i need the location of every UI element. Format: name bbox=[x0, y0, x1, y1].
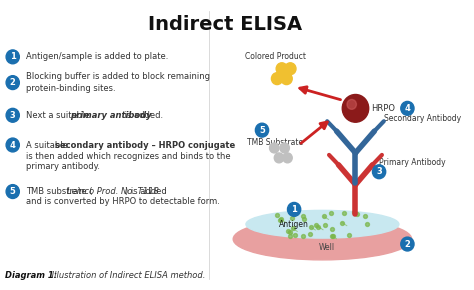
Circle shape bbox=[6, 185, 19, 198]
Point bbox=[286, 230, 294, 235]
Text: primary antibody: primary antibody bbox=[70, 111, 152, 120]
Text: 3: 3 bbox=[376, 167, 382, 176]
Circle shape bbox=[373, 165, 386, 179]
Text: is added.: is added. bbox=[122, 111, 164, 120]
Point bbox=[299, 214, 307, 218]
Circle shape bbox=[270, 143, 279, 153]
Text: 2: 2 bbox=[10, 78, 16, 87]
Text: HRPO: HRPO bbox=[372, 104, 395, 113]
Point bbox=[328, 227, 336, 231]
Text: Indirect ELISA: Indirect ELISA bbox=[148, 15, 302, 34]
Text: 2: 2 bbox=[404, 240, 410, 249]
Point bbox=[292, 233, 299, 237]
Text: 5: 5 bbox=[259, 126, 265, 135]
Text: TMB substrate (: TMB substrate ( bbox=[26, 187, 92, 196]
Circle shape bbox=[280, 143, 290, 153]
Text: primary antibody.: primary antibody. bbox=[26, 162, 100, 171]
Text: 1: 1 bbox=[10, 52, 16, 61]
Circle shape bbox=[6, 50, 19, 64]
Point bbox=[329, 234, 337, 239]
Ellipse shape bbox=[233, 218, 411, 260]
Text: Next a suitable: Next a suitable bbox=[26, 111, 92, 120]
Text: Antigen: Antigen bbox=[279, 220, 309, 229]
Point bbox=[273, 212, 281, 217]
Text: Illustration of Indirect ELISA method.: Illustration of Indirect ELISA method. bbox=[49, 271, 205, 280]
Text: Well: Well bbox=[319, 242, 335, 251]
Point bbox=[286, 234, 294, 239]
Point bbox=[363, 222, 371, 226]
Circle shape bbox=[285, 63, 296, 75]
Point bbox=[299, 233, 307, 238]
Text: 4: 4 bbox=[404, 104, 410, 113]
Point bbox=[289, 216, 296, 220]
Point bbox=[340, 211, 348, 215]
Text: ) is added: ) is added bbox=[125, 187, 167, 196]
Text: is then added which recognizes and binds to the: is then added which recognizes and binds… bbox=[26, 152, 230, 162]
Circle shape bbox=[401, 102, 414, 115]
Ellipse shape bbox=[246, 210, 399, 238]
Circle shape bbox=[6, 138, 19, 152]
Point bbox=[284, 229, 292, 234]
Text: 5: 5 bbox=[10, 187, 16, 196]
Point bbox=[328, 210, 335, 215]
Circle shape bbox=[274, 153, 284, 163]
Text: 1: 1 bbox=[291, 205, 297, 214]
Text: Antigen/sample is added to plate.: Antigen/sample is added to plate. bbox=[26, 52, 168, 61]
Point bbox=[361, 213, 369, 218]
Circle shape bbox=[401, 237, 414, 251]
Circle shape bbox=[6, 76, 19, 90]
Text: 3: 3 bbox=[10, 111, 16, 120]
Text: secondary antibody – HRPO conjugate: secondary antibody – HRPO conjugate bbox=[55, 140, 236, 150]
Point bbox=[289, 226, 296, 231]
Text: Primary Antibody: Primary Antibody bbox=[379, 158, 446, 167]
Point bbox=[350, 210, 357, 215]
Point bbox=[346, 233, 353, 238]
Point bbox=[290, 211, 298, 216]
Text: 4: 4 bbox=[10, 140, 16, 150]
Text: Blocking buffer is added to block remaining
protein-binding sites.: Blocking buffer is added to block remain… bbox=[26, 72, 210, 93]
Circle shape bbox=[342, 95, 369, 122]
Point bbox=[276, 218, 283, 222]
Point bbox=[277, 217, 284, 222]
Point bbox=[321, 222, 328, 227]
Text: Colored Product: Colored Product bbox=[245, 52, 306, 61]
Text: Diagram 1:: Diagram 1: bbox=[5, 271, 57, 280]
Point bbox=[312, 223, 320, 228]
Point bbox=[328, 233, 336, 238]
Text: and is converted by HRPO to detectable form.: and is converted by HRPO to detectable f… bbox=[26, 197, 220, 206]
Circle shape bbox=[255, 123, 269, 137]
Circle shape bbox=[276, 63, 288, 75]
Circle shape bbox=[283, 153, 292, 163]
Text: Secondary Antibody: Secondary Antibody bbox=[384, 114, 461, 123]
Circle shape bbox=[347, 99, 356, 109]
Text: Leinco Prod. No. T118: Leinco Prod. No. T118 bbox=[67, 187, 159, 196]
Point bbox=[338, 220, 346, 225]
Point bbox=[306, 232, 314, 237]
Circle shape bbox=[288, 202, 301, 216]
Circle shape bbox=[272, 73, 283, 85]
Text: A suitable: A suitable bbox=[26, 140, 71, 150]
Text: TMB Substrate: TMB Substrate bbox=[247, 137, 303, 146]
Circle shape bbox=[281, 73, 292, 85]
Point bbox=[320, 214, 328, 219]
Point bbox=[300, 217, 308, 222]
Circle shape bbox=[6, 108, 19, 122]
Point bbox=[314, 224, 322, 229]
Point bbox=[353, 211, 361, 216]
Point bbox=[307, 225, 314, 229]
